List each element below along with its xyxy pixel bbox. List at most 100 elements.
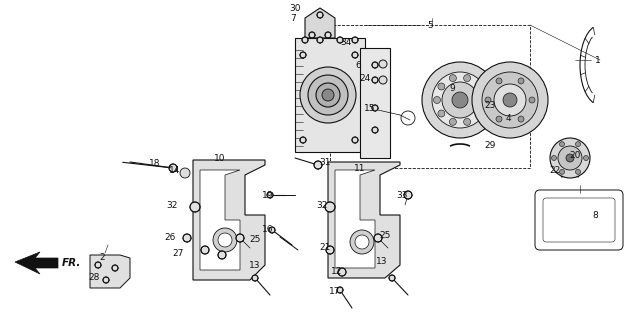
Polygon shape (295, 38, 365, 152)
Text: 2: 2 (99, 253, 105, 262)
Text: 32: 32 (166, 201, 177, 210)
Circle shape (352, 52, 358, 58)
Text: 33: 33 (396, 190, 408, 199)
Circle shape (322, 89, 334, 101)
Circle shape (317, 37, 323, 43)
Polygon shape (15, 252, 58, 274)
Text: 12: 12 (331, 268, 342, 276)
Circle shape (479, 97, 486, 103)
Circle shape (309, 32, 315, 38)
Text: 25: 25 (249, 236, 261, 244)
Polygon shape (328, 162, 400, 278)
Polygon shape (90, 255, 130, 288)
Text: 20: 20 (569, 150, 581, 159)
Circle shape (482, 72, 538, 128)
Circle shape (325, 32, 331, 38)
Text: 13: 13 (376, 258, 388, 267)
Polygon shape (305, 8, 335, 38)
Circle shape (218, 233, 232, 247)
Circle shape (576, 142, 581, 147)
Circle shape (352, 137, 358, 143)
Circle shape (314, 161, 322, 169)
Text: 30: 30 (289, 4, 301, 12)
Text: 23: 23 (484, 100, 496, 109)
Circle shape (442, 82, 478, 118)
Circle shape (472, 62, 548, 138)
Circle shape (432, 72, 488, 128)
Circle shape (518, 116, 524, 122)
Text: 6: 6 (355, 60, 361, 69)
Polygon shape (193, 160, 265, 280)
Text: 34: 34 (340, 37, 352, 46)
Circle shape (326, 246, 334, 254)
Circle shape (317, 12, 323, 18)
Text: 13: 13 (249, 260, 261, 269)
Circle shape (183, 234, 191, 242)
Circle shape (559, 169, 564, 174)
Circle shape (300, 137, 306, 143)
Circle shape (352, 37, 358, 43)
Circle shape (355, 235, 369, 249)
Circle shape (337, 37, 343, 43)
Circle shape (485, 97, 491, 103)
Text: 28: 28 (88, 274, 100, 283)
Circle shape (372, 105, 378, 111)
Circle shape (325, 202, 335, 212)
Circle shape (267, 192, 273, 198)
Circle shape (180, 168, 190, 178)
Circle shape (372, 62, 378, 68)
Circle shape (496, 116, 502, 122)
Circle shape (404, 191, 412, 199)
Text: 4: 4 (505, 114, 511, 123)
Circle shape (576, 169, 581, 174)
Circle shape (201, 246, 209, 254)
Text: 24: 24 (359, 74, 371, 83)
Text: 10: 10 (214, 154, 226, 163)
Circle shape (422, 62, 498, 138)
Text: 21: 21 (319, 244, 331, 252)
Circle shape (518, 78, 524, 84)
Circle shape (434, 97, 441, 103)
Circle shape (464, 75, 471, 82)
Circle shape (379, 76, 387, 84)
Circle shape (374, 234, 382, 242)
Circle shape (218, 251, 226, 259)
Text: 18: 18 (149, 158, 161, 167)
Circle shape (449, 118, 456, 125)
Circle shape (566, 154, 574, 162)
Circle shape (559, 142, 564, 147)
Circle shape (103, 277, 109, 283)
Circle shape (529, 97, 535, 103)
Text: 9: 9 (449, 84, 455, 92)
Text: FR.: FR. (62, 258, 81, 268)
Circle shape (308, 75, 348, 115)
Text: 15: 15 (364, 103, 376, 113)
Circle shape (558, 146, 582, 170)
Circle shape (213, 228, 237, 252)
Circle shape (350, 230, 374, 254)
Circle shape (389, 275, 395, 281)
Circle shape (112, 265, 118, 271)
Text: 8: 8 (592, 211, 598, 220)
Circle shape (494, 84, 526, 116)
Circle shape (338, 268, 346, 276)
Text: 14: 14 (169, 165, 181, 174)
Circle shape (302, 37, 308, 43)
Circle shape (190, 202, 200, 212)
Circle shape (551, 156, 556, 161)
Circle shape (300, 52, 306, 58)
Text: 31: 31 (319, 157, 331, 166)
Text: 1: 1 (595, 55, 601, 65)
Circle shape (95, 262, 101, 268)
Circle shape (372, 77, 378, 83)
Text: 7: 7 (290, 13, 296, 22)
Circle shape (379, 60, 387, 68)
Circle shape (269, 227, 275, 233)
Text: 26: 26 (164, 234, 176, 243)
Text: 19: 19 (262, 190, 274, 199)
Circle shape (236, 234, 244, 242)
Circle shape (252, 275, 258, 281)
Circle shape (496, 78, 502, 84)
Text: 22: 22 (549, 165, 561, 174)
Circle shape (584, 156, 589, 161)
